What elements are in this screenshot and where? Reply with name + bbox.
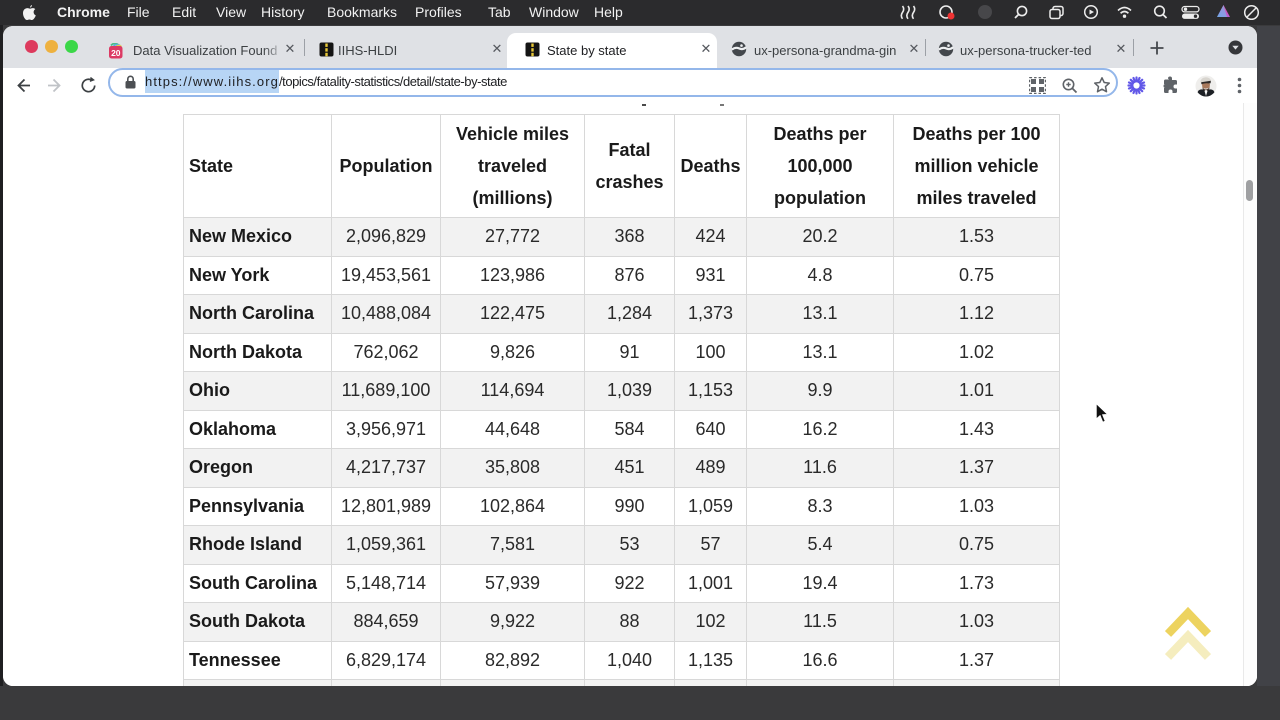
svg-text:20: 20 [111, 48, 121, 58]
